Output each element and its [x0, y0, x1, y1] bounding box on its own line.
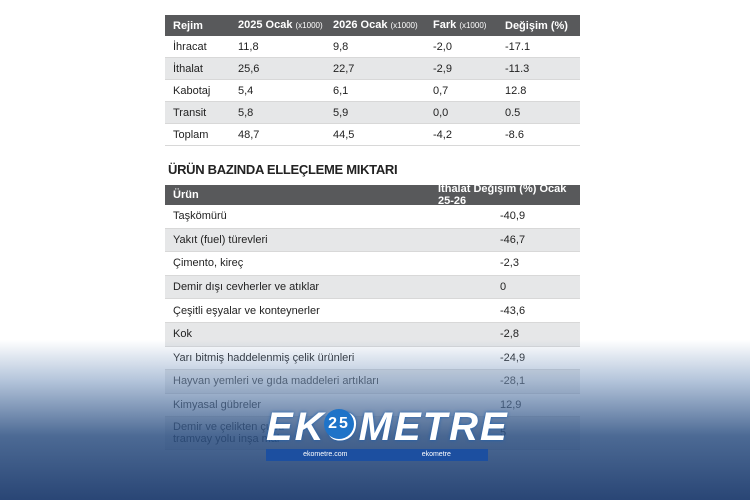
header-text: Fark	[433, 19, 457, 31]
table-cell: 22,7	[333, 62, 355, 75]
table-cell: 9,8	[333, 40, 349, 53]
table-cell: Taşkömürü	[173, 210, 227, 223]
table-row: Çeşitli eşyalar ve konteynerler -43,6	[165, 299, 580, 323]
header-text: 2026 Ocak	[333, 19, 388, 31]
table-cell: İhracat	[173, 40, 207, 53]
table-row: Transit 5,8 5,9 0,0 0.5	[165, 102, 580, 124]
table-row: İthalat 25,6 22,7 -2,9 -11.3	[165, 58, 580, 80]
header-cell: Ürün	[173, 189, 199, 201]
table-cell: Kok	[173, 328, 192, 341]
header-unit: (x1000)	[390, 21, 418, 30]
table-cell: Çimento, kireç	[173, 257, 244, 270]
table-cell: 0	[500, 281, 507, 294]
table-cell: 5,9	[333, 106, 349, 119]
table-cell: 12.8	[505, 84, 527, 97]
table-row: Toplam 48,7 44,5 -4,2 -8.6	[165, 124, 580, 146]
table-cell: 0.5	[505, 106, 521, 119]
table-cell: -2,3	[500, 257, 519, 270]
header-row: Ürün İthalat Değişim (%) Ocak 25-26	[165, 183, 580, 207]
table-cell: -40,9	[500, 210, 526, 223]
table-cell: 5,4	[238, 84, 254, 97]
table-cell: -11.3	[505, 62, 530, 75]
table-cell: 48,7	[238, 128, 260, 141]
table-cell: -17.1	[505, 40, 531, 53]
table-row: Çimento, kireç -2,3	[165, 252, 580, 276]
table-cell: -8.6	[505, 128, 524, 141]
footer-bar: ekometre.com ekometre	[266, 449, 488, 461]
table-row: Demir dışı cevherler ve atıklar 0	[165, 275, 580, 300]
table-cell: -43,6	[500, 304, 526, 317]
header-text: Değişim (%)	[505, 19, 568, 32]
header-cell: İthalat Değişim (%) Ocak 25-26	[438, 183, 567, 207]
table-cell: Çeşitli eşyalar ve konteynerler	[173, 304, 320, 317]
table-row: Kabotaj 5,4 6,1 0,7 12.8	[165, 80, 580, 102]
header-cell: Değişim (%)	[497, 20, 580, 32]
table-cell: 5,8	[238, 106, 254, 119]
table-row: Yakıt (fuel) türevleri -46,7	[165, 228, 580, 253]
header-text: 2025 Ocak	[238, 19, 293, 31]
social: ekometre	[421, 451, 451, 458]
badge: 25	[324, 409, 354, 439]
table-cell: -4,2	[433, 128, 452, 141]
table-cell: -2,9	[433, 62, 452, 75]
table-cell: Kabotaj	[173, 84, 211, 97]
logo: EKOMETRE 25	[266, 405, 507, 449]
url: ekometre.com	[303, 451, 348, 458]
table-cell: 0,0	[433, 106, 449, 119]
overlay	[0, 340, 750, 500]
table-cell: 44,5	[333, 128, 355, 141]
table-cell: Toplam	[173, 128, 209, 141]
table-cell: Transit	[173, 106, 207, 119]
header-cell: Rejim	[165, 20, 230, 32]
header-unit: (x1000)	[295, 21, 323, 30]
header-unit: (x1000)	[459, 21, 487, 30]
section-title: ÜRÜN BAZINDA ELLEÇLEME MIKTARI	[168, 162, 398, 177]
table-cell: Demir dışı cevherler ve atıklar	[173, 281, 320, 294]
table-cell: 25,6	[238, 62, 260, 75]
table-cell: -2,8	[500, 328, 519, 341]
header-cell: 2026 Ocak (x1000)	[325, 19, 425, 32]
header-cell: 2025 Ocak (x1000)	[230, 19, 325, 32]
logo-text: EKOMETRE	[266, 405, 509, 449]
table-cell: -46,7	[500, 233, 526, 246]
table-cell: 0,7	[433, 84, 449, 97]
table-row: Taşkömürü -40,9	[165, 205, 580, 229]
table-cell: 11,8	[238, 40, 259, 53]
watermark: EKOMETRE 25 ekometre.com ekometre	[266, 405, 507, 461]
table-cell: -2,0	[433, 40, 452, 53]
table-cell: Yakıt (fuel) türevleri	[173, 233, 268, 246]
header-cell: Fark (x1000)	[425, 19, 497, 32]
table-cell: 6,1	[333, 84, 349, 97]
table-row: İhracat 11,8 9,8 -2,0 -17.1	[165, 36, 580, 58]
table-cell: İthalat	[173, 62, 203, 75]
header-row: Rejim 2025 Ocak (x1000) 2026 Ocak (x1000) F…	[165, 15, 580, 36]
summary-table: Rejim 2025 Ocak (x1000) 2026 Ocak (x1000) F…	[165, 15, 580, 146]
header-text: Rejim	[173, 19, 203, 32]
